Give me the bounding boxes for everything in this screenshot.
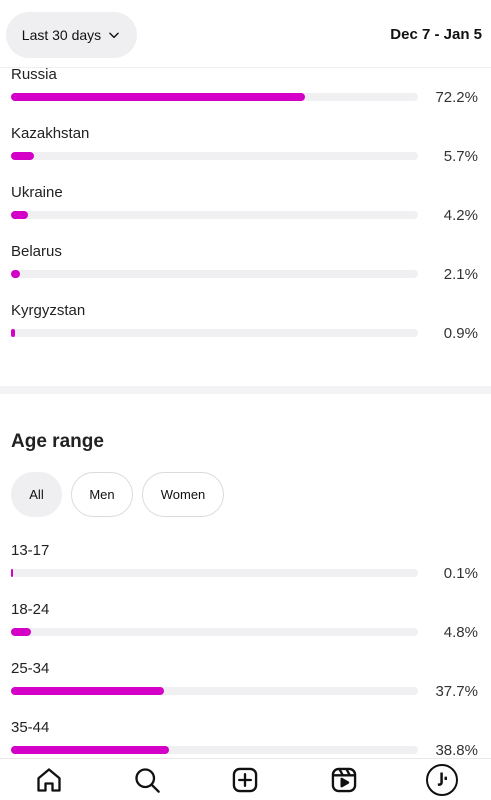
header: Last 30 days Dec 7 - Jan 5 [0, 0, 491, 68]
chevron-down-icon [109, 32, 119, 39]
country-label: Kazakhstan [11, 125, 90, 142]
bar-fill [11, 152, 35, 160]
percent-value: 72.2% [435, 89, 478, 106]
age-label: 13-17 [11, 542, 50, 559]
percent-value: 2.1% [443, 266, 478, 283]
list-item: 18-24 4.8% [0, 601, 491, 660]
bottom-nav [0, 758, 491, 800]
bar-track [11, 270, 418, 278]
bar-fill [11, 329, 15, 337]
bar-fill [11, 211, 29, 219]
list-item: 25-34 37.7% [0, 660, 491, 719]
percent-value: 4.8% [443, 624, 478, 641]
bar-fill [11, 746, 169, 754]
list-item: 13-17 0.1% [0, 542, 491, 601]
bar-track [11, 152, 418, 160]
percent-value: 0.9% [443, 325, 478, 342]
age-label: 25-34 [11, 660, 50, 677]
create-icon [233, 767, 258, 792]
percent-value: 38.8% [435, 742, 478, 759]
search-icon [135, 767, 161, 793]
bar-track [11, 329, 418, 337]
percent-value: 5.7% [443, 148, 478, 165]
country-label: Ukraine [11, 184, 63, 201]
date-range: Dec 7 - Jan 5 [390, 26, 482, 43]
age-list: 13-17 0.1% 18-24 4.8% 25-34 37.7% 35-44 … [0, 542, 491, 778]
section-title: Age range [11, 431, 104, 452]
percent-value: 37.7% [435, 683, 478, 700]
countries-list: Russia 72.2% Kazakhstan 5.7% Ukraine 4.2… [0, 66, 491, 361]
bar-track [11, 569, 418, 577]
gender-filter: All Men Women [11, 472, 224, 517]
bar-track [11, 687, 418, 695]
age-label: 18-24 [11, 601, 50, 618]
list-item: Ukraine 4.2% [0, 184, 491, 243]
country-label: Belarus [11, 243, 62, 260]
country-label: Russia [11, 66, 57, 83]
home-icon [37, 767, 61, 792]
bar-track [11, 93, 418, 101]
nav-home[interactable] [29, 760, 69, 800]
bar-track [11, 211, 418, 219]
bar-fill [11, 270, 20, 278]
bar-track [11, 746, 418, 754]
nav-search[interactable] [127, 760, 167, 800]
profile-avatar [425, 763, 458, 796]
list-item: Belarus 2.1% [0, 243, 491, 302]
nav-reels[interactable] [324, 760, 364, 800]
percent-value: 0.1% [443, 565, 478, 582]
nav-create[interactable] [225, 760, 265, 800]
filter-chip-women[interactable]: Women [142, 472, 224, 517]
percent-value: 4.2% [443, 207, 478, 224]
bar-fill [11, 93, 305, 101]
list-item: Kyrgyzstan 0.9% [0, 302, 491, 361]
country-label: Kyrgyzstan [11, 302, 86, 319]
filter-chip-all[interactable]: All [11, 472, 62, 517]
bar-fill [11, 687, 165, 695]
period-label: Last 30 days [21, 27, 102, 43]
section-divider [0, 386, 491, 394]
filter-chip-men[interactable]: Men [71, 472, 133, 517]
nav-profile[interactable] [422, 760, 462, 800]
list-item: Kazakhstan 5.7% [0, 125, 491, 184]
bar-track [11, 628, 418, 636]
bar-fill [11, 569, 14, 577]
reels-icon [331, 767, 356, 792]
logo-icon [437, 772, 447, 786]
list-item: 35-44 38.8% [0, 719, 491, 778]
bar-fill [11, 628, 31, 636]
age-label: 35-44 [11, 719, 50, 736]
period-selector-button[interactable]: Last 30 days [6, 12, 137, 58]
list-item: Russia 72.2% [0, 66, 491, 125]
